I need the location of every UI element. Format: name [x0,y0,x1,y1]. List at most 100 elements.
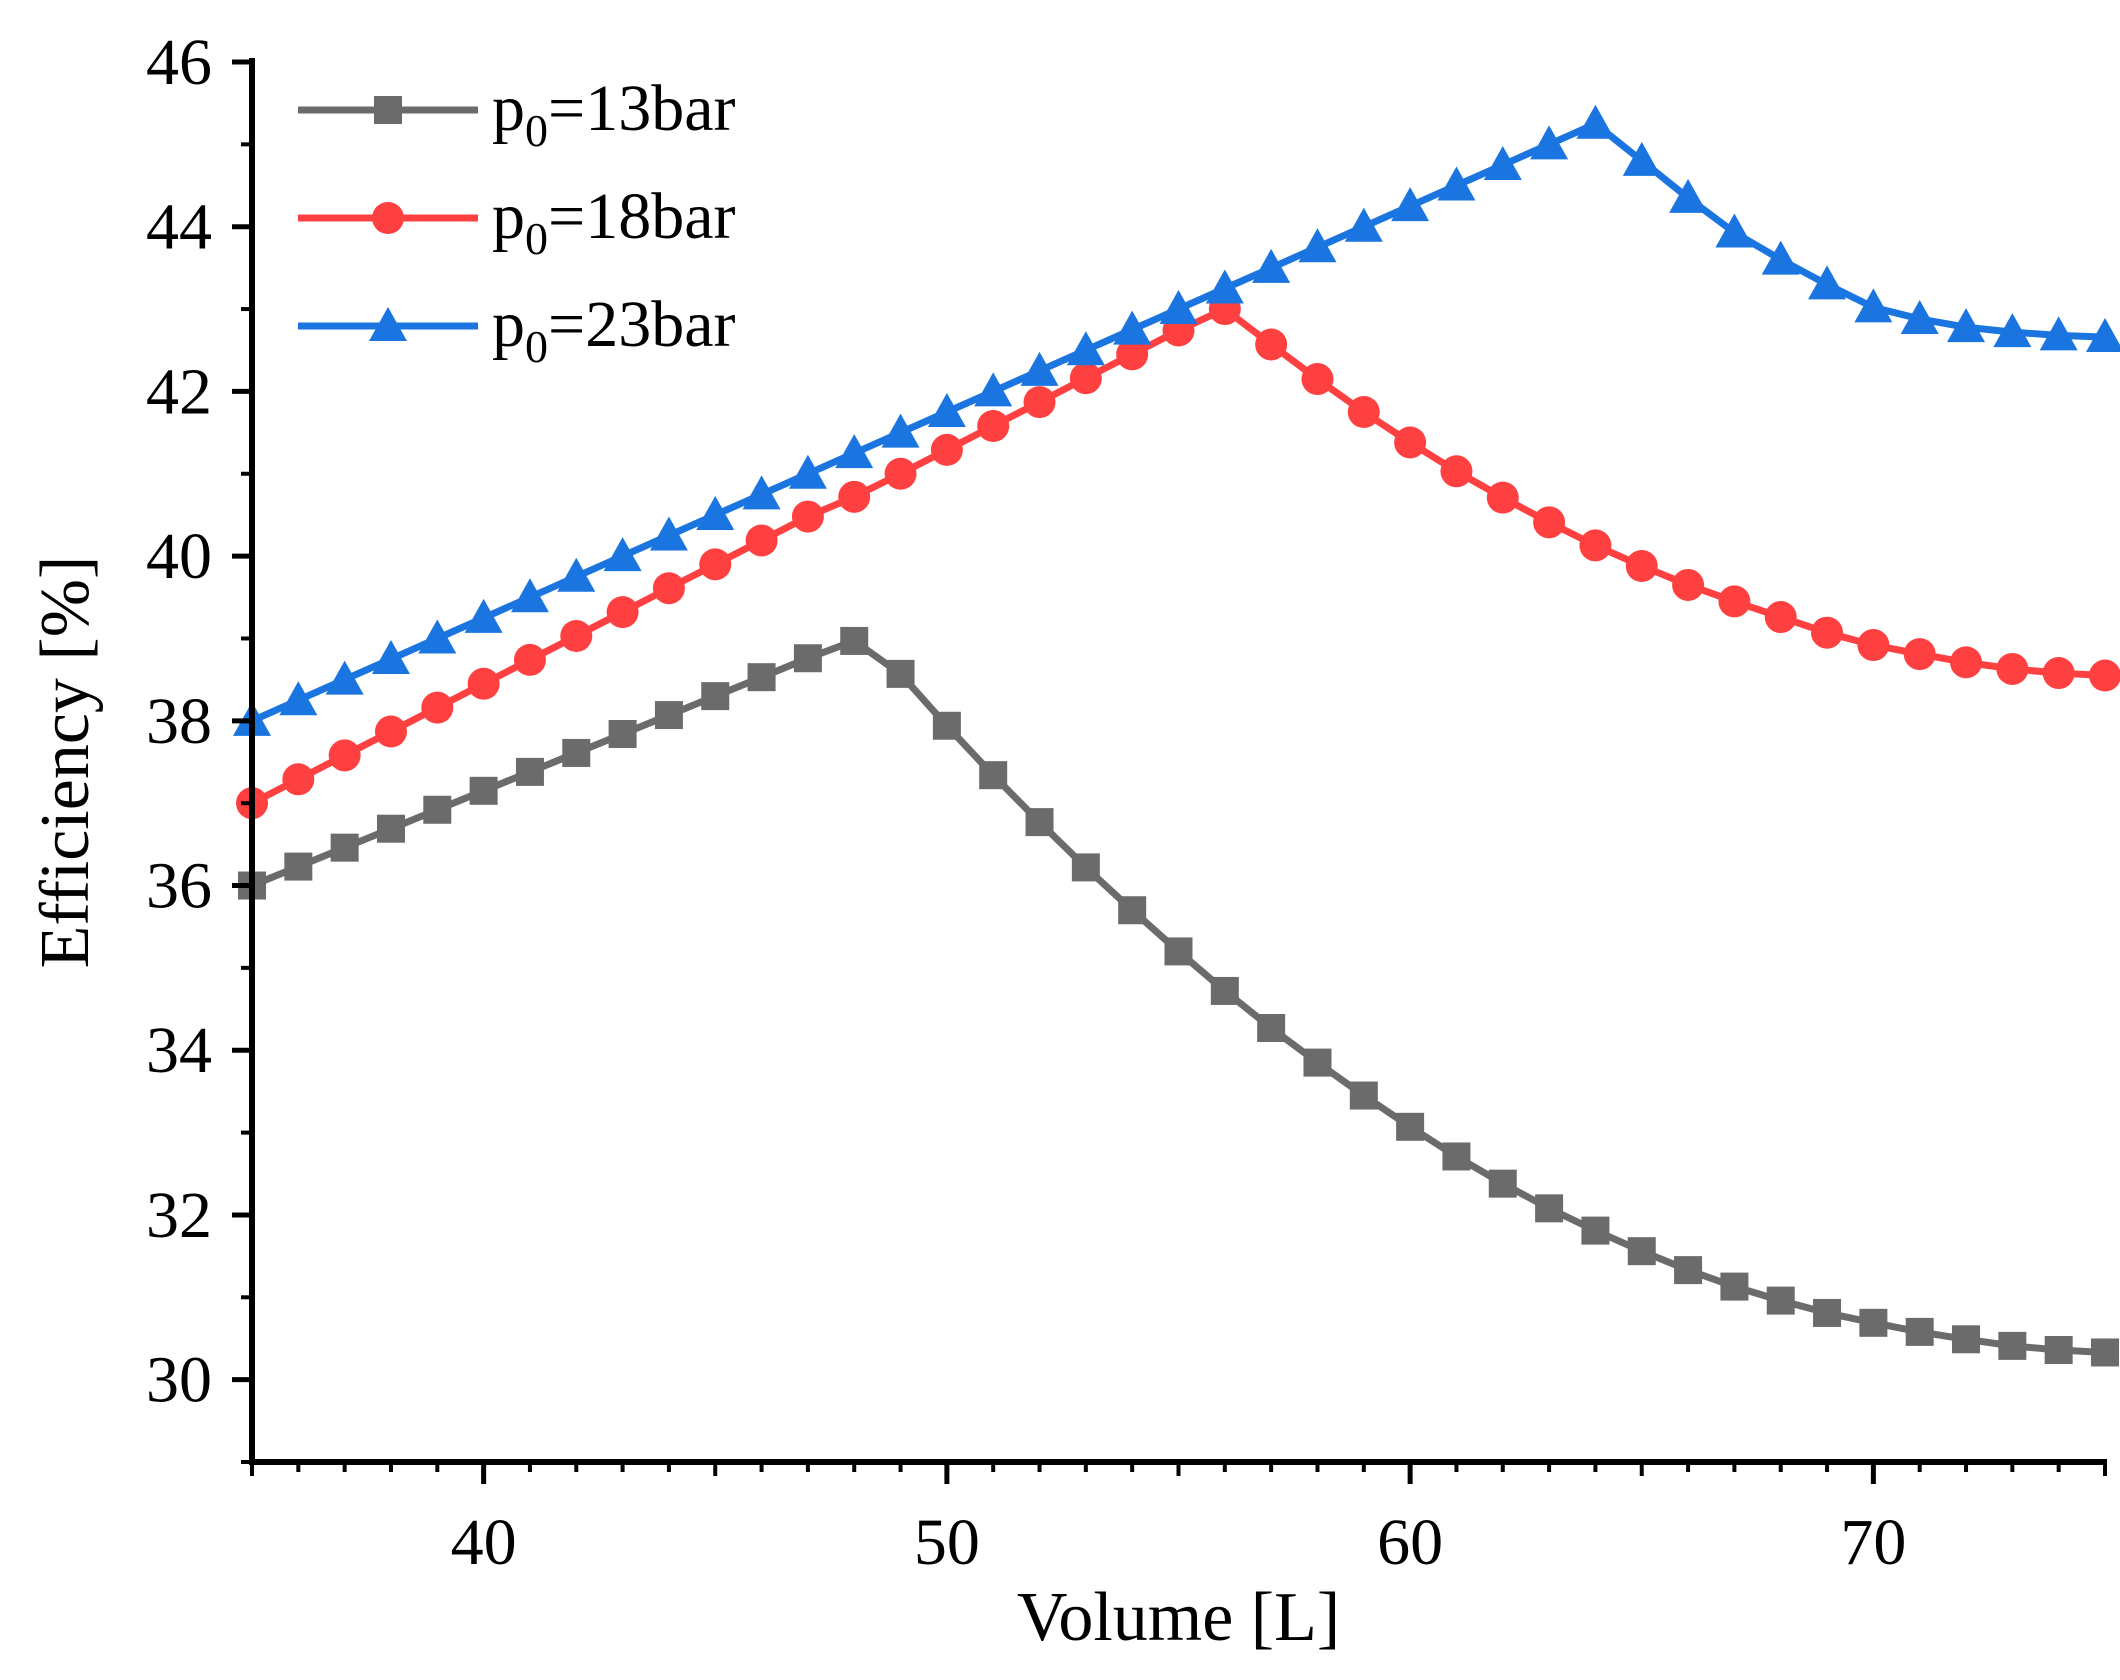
legend-item-1: p0=18bar [298,180,736,264]
data-point-2-22 [1252,248,1291,283]
data-point-1-35 [1857,629,1890,662]
data-point-0-21 [1210,976,1239,1005]
data-point-2-18 [1066,331,1105,366]
legend-label-2: p0=23bar [492,288,736,372]
series-line-0 [250,637,2106,1356]
data-point-0-33 [1766,1286,1795,1315]
legend-item-2: p0=23bar [298,288,736,372]
legend-label-rest: =23bar [548,288,736,361]
data-point-0-18 [1071,853,1100,882]
legend-label-main: p [492,72,525,145]
data-point-2-17 [1020,351,1059,386]
data-point-2-15 [927,393,966,427]
data-point-1-4 [421,691,454,724]
data-point-0-23 [1303,1048,1332,1077]
y-tick-label-2: 34 [146,1014,212,1087]
data-point-2-3 [371,640,410,675]
data-point-0-4 [423,795,452,824]
data-point-2-7 [557,557,596,592]
data-point-0-28 [1535,1194,1564,1223]
data-point-2-40 [2086,318,2120,353]
y-tick-label-8: 46 [146,26,212,99]
data-point-0-36 [1905,1317,1934,1346]
data-point-2-31 [1669,178,1708,213]
y-tick-label-7: 44 [146,191,212,264]
legend-label-main: p [492,288,525,361]
data-point-2-38 [1993,313,2032,348]
data-point-2-23 [1298,228,1337,263]
y-tick-label-4: 38 [146,685,212,758]
data-point-0-14 [886,659,915,688]
data-point-2-34 [1808,265,1847,300]
data-point-0-38 [1998,1331,2027,1360]
legend-item-0: p0=13bar [298,72,736,156]
data-point-2-8 [603,537,642,572]
data-point-2-5 [464,598,503,633]
data-point-0-5 [469,776,498,805]
data-point-2-26 [1437,166,1476,201]
data-point-0-20 [1164,937,1193,966]
data-point-0-25 [1396,1112,1425,1141]
data-point-2-16 [974,372,1013,407]
axes: 30 32 34 36 38 40 42 44 46 40 50 60 70 [146,26,2107,1579]
data-point-1-18 [1069,362,1102,395]
x-tick-label-2: 60 [1377,1506,1443,1579]
legend-marker-1 [372,202,404,234]
data-point-0-19 [1118,896,1147,925]
data-point-0-31 [1674,1256,1703,1285]
data-point-1-39 [2042,657,2075,690]
data-point-0-10 [701,682,730,711]
data-point-0-30 [1627,1237,1656,1266]
data-point-2-32 [1715,213,1754,248]
data-point-2-25 [1391,187,1430,222]
legend-label-main: p [492,180,525,253]
data-point-2-13 [835,434,874,469]
data-point-1-5 [467,667,500,700]
data-point-2-12 [788,454,827,489]
plot-marks [233,104,2120,1367]
data-point-0-40 [2091,1338,2119,1367]
data-point-2-39 [2039,316,2078,351]
legend-label-sub: 0 [525,213,548,264]
data-point-1-19 [1116,338,1149,371]
data-point-0-22 [1257,1014,1286,1042]
series-line-1 [250,305,2106,807]
y-tick-label-6: 42 [146,355,212,428]
legend-label-sub: 0 [525,321,548,372]
data-point-0-35 [1859,1308,1888,1337]
legend-label-sub: 0 [525,105,548,156]
data-point-2-20 [1159,290,1198,325]
x-tick-label-1: 50 [914,1506,980,1579]
data-point-1-29 [1579,529,1612,562]
data-point-1-9 [652,572,685,605]
data-point-0-8 [608,720,637,748]
series-2 [233,104,2120,736]
data-point-2-1 [279,681,318,716]
data-point-1-36 [1903,638,1936,671]
data-point-1-33 [1764,601,1797,634]
x-tick-label-0: 40 [451,1506,517,1579]
data-point-2-21 [1205,269,1244,304]
y-axis-title: Efficiency [%] [27,556,104,969]
data-point-1-30 [1625,550,1658,582]
data-point-1-12 [791,500,824,533]
data-point-1-26 [1440,455,1473,488]
y-tick-label-3: 36 [146,850,212,923]
data-point-1-31 [1672,568,1705,601]
data-point-2-27 [1483,145,1522,180]
data-point-1-6 [513,643,546,676]
data-point-0-34 [1813,1298,1842,1327]
data-point-2-14 [881,413,920,448]
data-point-0-24 [1349,1081,1378,1110]
data-point-2-29 [1576,104,1615,139]
x-axis-title: Volume [L] [1017,1579,1340,1656]
data-point-1-23 [1301,363,1334,396]
y-tick-label-5: 40 [146,520,212,593]
data-point-0-9 [654,701,683,730]
data-point-0-37 [1952,1325,1981,1354]
data-point-1-32 [1718,585,1751,618]
legend-label-1: p0=18bar [492,180,736,264]
data-point-1-28 [1533,506,1566,539]
